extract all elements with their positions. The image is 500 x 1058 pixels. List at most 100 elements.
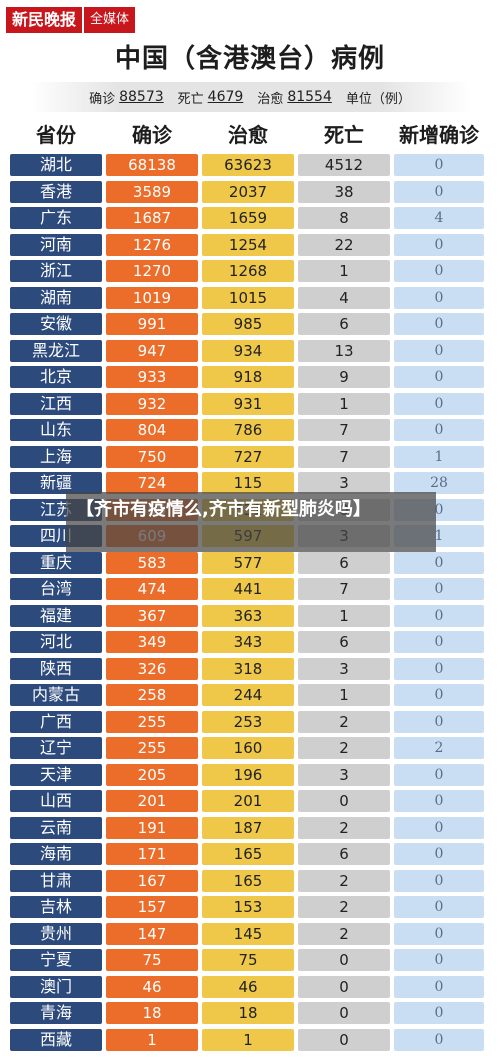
new-confirmed-cell: 0 [394,657,484,680]
deaths-cell: 4512 [298,154,390,177]
confirmed-cell: 255 [106,737,198,760]
province-cell: 黑龙江 [10,339,102,362]
new-confirmed-cell: 0 [394,975,484,998]
cured-cell: 196 [202,763,294,786]
cured-cell: 577 [202,551,294,574]
province-cell: 重庆 [10,551,102,574]
new-confirmed-cell: 0 [394,684,484,707]
cured-cell: 318 [202,657,294,680]
province-cell: 山西 [10,790,102,813]
table-row: 宁夏 75 75 0 0 [10,947,490,974]
new-confirmed-cell: 0 [394,419,484,442]
table-row: 河北 349 343 6 0 [10,629,490,656]
deaths-cell: 8 [298,207,390,230]
header-cured: 治愈 [228,123,268,147]
table-row: 重庆 583 577 6 0 [10,550,490,577]
new-confirmed-cell: 0 [394,1028,484,1051]
province-cell: 安徽 [10,313,102,336]
province-cell: 云南 [10,816,102,839]
table-row: 辽宁 255 160 2 2 [10,735,490,762]
deaths-cell: 13 [298,339,390,362]
table-row: 湖南 1019 1015 4 0 [10,285,490,312]
deaths-cell: 22 [298,233,390,256]
new-confirmed-cell: 0 [394,604,484,627]
cured-total: 81554 [287,89,332,105]
province-cell: 香港 [10,180,102,203]
table-row: 天津 205 196 3 0 [10,762,490,789]
deaths-cell: 7 [298,419,390,442]
header-new-confirmed: 新增确诊 [399,123,479,147]
deaths-cell: 1 [298,260,390,283]
confirmed-cell: 3589 [106,180,198,203]
cured-cell: 145 [202,922,294,945]
table-row: 澳门 46 46 0 0 [10,974,490,1001]
confirmed-cell: 724 [106,472,198,495]
table-row: 台湾 474 441 7 0 [10,576,490,603]
cured-cell: 18 [202,1002,294,1025]
deaths-cell: 1 [298,392,390,415]
confirmed-cell: 147 [106,922,198,945]
province-cell: 新疆 [10,472,102,495]
new-confirmed-cell: 0 [394,180,484,203]
confirmed-cell: 991 [106,313,198,336]
deaths-cell: 9 [298,366,390,389]
cured-cell: 1015 [202,286,294,309]
cured-cell: 363 [202,604,294,627]
confirmed-cell: 68138 [106,154,198,177]
cured-label: 治愈 [257,91,284,107]
new-confirmed-cell: 0 [394,233,484,256]
deaths-cell: 2 [298,710,390,733]
province-cell: 上海 [10,445,102,468]
new-confirmed-cell: 0 [394,578,484,601]
confirmed-cell: 46 [106,975,198,998]
province-cell: 辽宁 [10,737,102,760]
new-confirmed-cell: 0 [394,392,484,415]
new-confirmed-cell: 0 [394,843,484,866]
province-cell: 甘肃 [10,869,102,892]
deaths-cell: 4 [298,286,390,309]
province-cell: 吉林 [10,896,102,919]
cured-cell: 934 [202,339,294,362]
confirmed-cell: 1270 [106,260,198,283]
new-confirmed-cell: 2 [394,737,484,760]
page-title: 中国（含港澳台）病例 [114,44,385,74]
cured-cell: 931 [202,392,294,415]
province-cell: 广西 [10,710,102,733]
table-row: 云南 191 187 2 0 [10,815,490,842]
deaths-total: 4679 [207,89,244,105]
deaths-cell: 3 [298,657,390,680]
confirmed-cell: 157 [106,896,198,919]
table-row: 北京 933 918 9 0 [10,364,490,391]
deaths-cell: 6 [298,631,390,654]
confirmed-cell: 1019 [106,286,198,309]
confirmed-cell: 1687 [106,207,198,230]
table-row: 海南 171 165 6 0 [10,841,490,868]
confirmed-cell: 1 [106,1028,198,1051]
table-row: 西藏 1 1 0 0 [10,1027,490,1054]
deaths-cell: 2 [298,896,390,919]
table-row: 山东 804 786 7 0 [10,417,490,444]
new-confirmed-cell: 0 [394,763,484,786]
confirmed-cell: 255 [106,710,198,733]
confirmed-label: 确诊 [89,91,116,107]
new-confirmed-cell: 0 [394,313,484,336]
deaths-cell: 0 [298,975,390,998]
cured-cell: 115 [202,472,294,495]
province-cell: 湖北 [10,154,102,177]
cured-cell: 253 [202,710,294,733]
table-row: 黑龙江 947 934 13 0 [10,338,490,365]
table-row: 青海 18 18 0 0 [10,1000,490,1027]
table-row: 内蒙古 258 244 1 0 [10,682,490,709]
deaths-cell: 3 [298,472,390,495]
brand-logo: 新民晚报 全媒体 [6,6,136,34]
headline-overlay: 【齐市有疫情么,齐市有新型肺炎吗】 [66,492,436,552]
province-cell: 贵州 [10,922,102,945]
province-cell: 福建 [10,604,102,627]
deaths-cell: 1 [298,604,390,627]
deaths-cell: 6 [298,843,390,866]
table-row: 新疆 724 115 3 28 [10,470,490,497]
cured-cell: 1268 [202,260,294,283]
cured-cell: 786 [202,419,294,442]
province-cell: 天津 [10,763,102,786]
confirmed-cell: 258 [106,684,198,707]
